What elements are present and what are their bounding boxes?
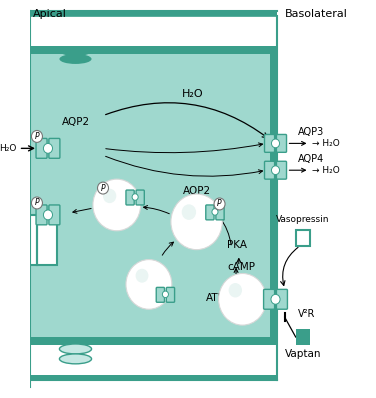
Ellipse shape [59,54,91,64]
Bar [30,380,277,397]
Text: AQP4: AQP4 [297,154,324,164]
Bar [30,54,277,337]
Text: Apical: Apical [33,9,67,20]
FancyBboxPatch shape [216,205,224,220]
Bar [270,54,277,337]
Ellipse shape [59,354,91,364]
Ellipse shape [59,46,91,56]
Bar [30,345,277,375]
FancyBboxPatch shape [264,289,274,309]
Text: H₂O: H₂O [182,89,204,99]
Circle shape [212,209,218,215]
Text: Vasopressin: Vasopressin [276,215,330,224]
Circle shape [229,283,242,297]
FancyBboxPatch shape [49,205,60,225]
Text: → H₂O: → H₂O [312,166,340,175]
FancyBboxPatch shape [36,139,47,158]
Bar [30,46,277,54]
Bar [30,11,277,16]
Bar [277,1,374,397]
Circle shape [171,194,222,250]
Circle shape [136,269,149,283]
FancyBboxPatch shape [136,190,144,205]
FancyBboxPatch shape [206,205,214,220]
Circle shape [103,189,116,203]
FancyBboxPatch shape [126,190,134,205]
FancyBboxPatch shape [276,135,287,152]
Circle shape [32,197,42,209]
FancyBboxPatch shape [276,289,287,309]
Text: AQP2: AQP2 [182,186,211,196]
Bar [30,375,277,380]
FancyBboxPatch shape [36,205,47,225]
Circle shape [162,291,168,298]
FancyBboxPatch shape [49,139,60,158]
Text: G⁻α: G⁻α [233,295,254,305]
Bar [30,16,277,46]
FancyBboxPatch shape [166,287,174,302]
Circle shape [271,139,279,148]
Text: PKA: PKA [227,240,247,250]
Text: P: P [101,183,105,193]
Circle shape [126,259,172,309]
Ellipse shape [59,344,91,354]
Circle shape [97,182,109,194]
Circle shape [182,204,196,220]
Text: AQP2: AQP2 [62,117,90,127]
Bar [30,337,277,345]
Text: AQP3: AQP3 [297,127,324,137]
FancyBboxPatch shape [264,135,274,152]
FancyBboxPatch shape [264,161,274,179]
Circle shape [43,210,53,220]
Circle shape [214,198,225,210]
Circle shape [132,194,138,200]
FancyBboxPatch shape [156,287,164,302]
Text: P: P [35,132,39,141]
Circle shape [271,166,279,175]
Bar [30,1,374,11]
FancyBboxPatch shape [276,161,287,179]
Circle shape [271,295,280,304]
Text: P: P [217,199,222,209]
Text: Basolateral: Basolateral [285,9,347,20]
Circle shape [93,179,141,231]
Bar [37,215,57,265]
Text: H₂O: H₂O [0,144,17,153]
Text: → H₂O: → H₂O [312,139,340,148]
Text: ATP: ATP [206,293,224,303]
Text: P: P [35,199,39,207]
Text: Vaptan: Vaptan [285,349,321,359]
Circle shape [32,131,42,142]
Bar [30,215,57,265]
Text: cAMP: cAMP [227,261,255,271]
Circle shape [218,273,266,325]
Bar [296,230,310,246]
Circle shape [43,143,53,153]
Text: V²R: V²R [297,309,315,319]
Bar [296,329,310,345]
